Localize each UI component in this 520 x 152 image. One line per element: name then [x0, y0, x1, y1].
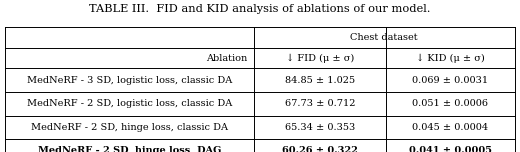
Text: 84.85 ± 1.025: 84.85 ± 1.025: [285, 76, 355, 85]
Text: Ablation: Ablation: [206, 54, 248, 63]
Text: MedNeRF - 2 SD, hinge loss, classic DA: MedNeRF - 2 SD, hinge loss, classic DA: [31, 123, 228, 132]
Text: 60.26 ± 0.322: 60.26 ± 0.322: [282, 146, 358, 152]
Text: 0.069 ± 0.0031: 0.069 ± 0.0031: [412, 76, 488, 85]
Text: 0.045 ± 0.0004: 0.045 ± 0.0004: [412, 123, 488, 132]
Text: TABLE III.  FID and KID analysis of ablations of our model.: TABLE III. FID and KID analysis of ablat…: [89, 4, 431, 14]
Text: 0.041 ± 0.0005: 0.041 ± 0.0005: [409, 146, 492, 152]
Text: MedNeRF - 2 SD, logistic loss, classic DA: MedNeRF - 2 SD, logistic loss, classic D…: [27, 99, 232, 108]
Text: 67.73 ± 0.712: 67.73 ± 0.712: [284, 99, 355, 108]
Text: ↓ FID (μ ± σ): ↓ FID (μ ± σ): [285, 54, 354, 63]
Text: 65.34 ± 0.353: 65.34 ± 0.353: [284, 123, 355, 132]
Text: Chest dataset: Chest dataset: [350, 33, 418, 42]
Text: ↓ KID (μ ± σ): ↓ KID (μ ± σ): [416, 54, 485, 63]
Text: MedNeRF - 3 SD, logistic loss, classic DA: MedNeRF - 3 SD, logistic loss, classic D…: [27, 76, 232, 85]
Text: MedNeRF - 2 SD, hinge loss, DAG: MedNeRF - 2 SD, hinge loss, DAG: [38, 146, 221, 152]
Text: 0.051 ± 0.0006: 0.051 ± 0.0006: [412, 99, 488, 108]
